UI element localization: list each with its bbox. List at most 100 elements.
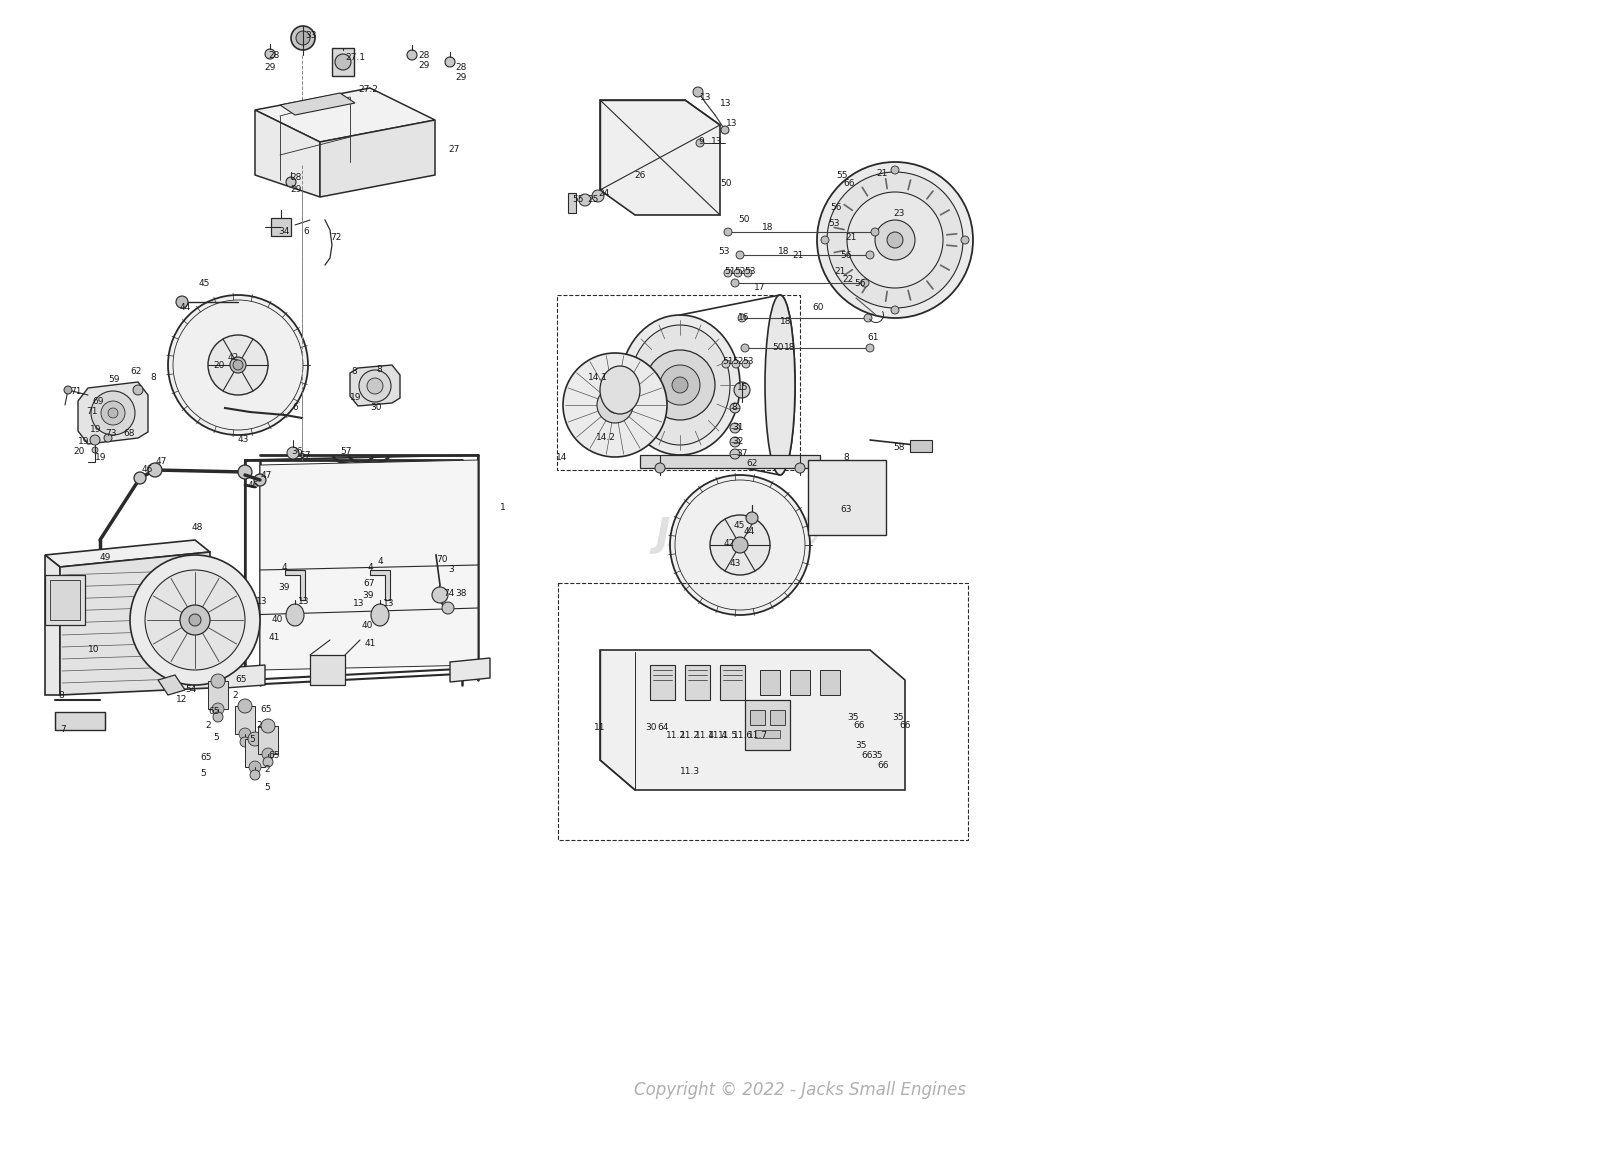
- Text: 3: 3: [448, 565, 454, 574]
- Circle shape: [730, 423, 739, 433]
- Circle shape: [738, 314, 746, 322]
- Bar: [650, 665, 675, 699]
- Text: 11.4: 11.4: [694, 731, 715, 740]
- Polygon shape: [600, 100, 720, 215]
- Text: 74: 74: [443, 588, 454, 598]
- Text: 14.2: 14.2: [595, 433, 616, 442]
- Text: 66: 66: [861, 750, 872, 760]
- Text: 66: 66: [877, 762, 888, 770]
- Circle shape: [742, 360, 750, 368]
- Circle shape: [722, 126, 730, 134]
- Text: 27.1: 27.1: [346, 53, 365, 63]
- Text: 14.1: 14.1: [589, 374, 608, 382]
- Text: 56: 56: [830, 204, 842, 213]
- Circle shape: [133, 384, 142, 395]
- Circle shape: [723, 269, 733, 277]
- Circle shape: [64, 386, 72, 394]
- Bar: [245, 739, 266, 767]
- Text: 14: 14: [557, 454, 568, 462]
- Text: 50: 50: [771, 344, 784, 352]
- Bar: [310, 655, 346, 686]
- Text: 27.2: 27.2: [358, 86, 378, 95]
- Circle shape: [645, 350, 715, 420]
- Circle shape: [672, 378, 688, 393]
- Text: 64: 64: [658, 724, 669, 733]
- Text: 2: 2: [232, 690, 238, 699]
- Text: 66: 66: [899, 721, 910, 731]
- Circle shape: [733, 360, 739, 368]
- Text: 8: 8: [843, 454, 848, 462]
- Text: 2: 2: [205, 721, 211, 731]
- Text: 7: 7: [61, 726, 66, 734]
- Text: 73: 73: [106, 430, 117, 439]
- Circle shape: [432, 587, 448, 603]
- Text: 29: 29: [264, 63, 275, 72]
- Text: 27: 27: [448, 146, 459, 154]
- Text: 39: 39: [362, 592, 373, 601]
- Text: 23: 23: [893, 208, 904, 218]
- Text: 19: 19: [78, 438, 90, 447]
- Polygon shape: [285, 570, 306, 600]
- Text: 70: 70: [435, 556, 448, 564]
- Text: 19: 19: [90, 425, 101, 434]
- Bar: [910, 440, 931, 452]
- Text: 57: 57: [339, 447, 352, 456]
- Text: 11.2: 11.2: [680, 731, 701, 740]
- Text: 44: 44: [179, 302, 192, 312]
- Text: 21: 21: [877, 169, 888, 177]
- Text: 20: 20: [74, 447, 85, 456]
- Text: 47: 47: [261, 470, 272, 479]
- Circle shape: [234, 360, 243, 371]
- Circle shape: [445, 57, 454, 67]
- Text: 5: 5: [250, 735, 254, 745]
- Text: 21: 21: [792, 251, 803, 261]
- Circle shape: [891, 306, 899, 314]
- Ellipse shape: [371, 604, 389, 626]
- Text: 29: 29: [418, 61, 429, 71]
- Circle shape: [696, 139, 704, 147]
- Bar: [235, 706, 254, 734]
- Text: 6: 6: [291, 403, 298, 412]
- Circle shape: [134, 472, 146, 484]
- Text: 25: 25: [587, 196, 598, 205]
- Text: 28: 28: [290, 174, 301, 183]
- Text: 49: 49: [99, 552, 112, 562]
- Text: 39: 39: [278, 584, 290, 593]
- Text: 17: 17: [754, 284, 765, 293]
- Text: 65: 65: [235, 675, 246, 684]
- Circle shape: [730, 449, 739, 459]
- Text: 59: 59: [109, 375, 120, 384]
- Text: 46: 46: [248, 481, 259, 490]
- Text: 68: 68: [123, 430, 134, 439]
- Text: 8: 8: [376, 366, 382, 374]
- Text: 46: 46: [142, 466, 154, 475]
- Text: 8: 8: [350, 367, 357, 376]
- Text: 26: 26: [634, 170, 645, 179]
- Circle shape: [866, 344, 874, 352]
- Circle shape: [130, 555, 259, 686]
- Bar: [760, 670, 781, 695]
- Circle shape: [962, 236, 970, 244]
- Ellipse shape: [630, 325, 730, 445]
- Text: 8: 8: [58, 690, 64, 699]
- Text: 11.5: 11.5: [718, 731, 738, 740]
- Text: 47: 47: [157, 457, 168, 467]
- Circle shape: [730, 437, 739, 447]
- Text: 62: 62: [130, 367, 141, 376]
- Text: 50: 50: [720, 178, 731, 188]
- Text: 61: 61: [867, 334, 878, 343]
- Circle shape: [870, 228, 878, 236]
- Circle shape: [710, 515, 770, 576]
- Text: 21: 21: [834, 267, 845, 277]
- Circle shape: [597, 387, 634, 423]
- Circle shape: [846, 192, 942, 288]
- Text: 56: 56: [840, 250, 851, 259]
- Circle shape: [670, 475, 810, 615]
- Polygon shape: [226, 665, 266, 688]
- Text: 32: 32: [733, 438, 744, 447]
- Text: 55: 55: [835, 170, 848, 179]
- Bar: [208, 681, 229, 709]
- Circle shape: [250, 770, 259, 780]
- Ellipse shape: [286, 604, 304, 626]
- Text: 71: 71: [70, 388, 82, 396]
